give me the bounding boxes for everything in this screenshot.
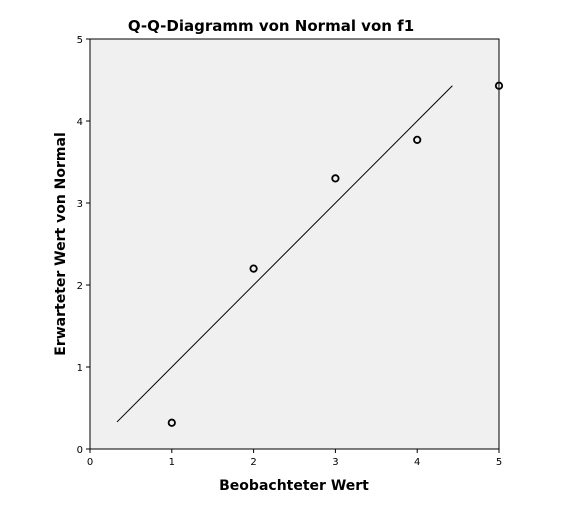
data-point-3 xyxy=(413,135,422,144)
y-tick-label-5: 5 xyxy=(77,35,83,46)
data-point-0 xyxy=(167,418,176,427)
y-tick-label-4: 4 xyxy=(77,117,83,128)
x-axis-label: Beobachteter Wert xyxy=(219,478,369,494)
reference-line xyxy=(116,85,453,423)
data-points xyxy=(167,81,504,427)
chart-title: Q-Q-Diagramm von Normal von f1 xyxy=(128,17,414,35)
data-point-2 xyxy=(331,174,340,183)
y-tick-label-0: 0 xyxy=(77,445,83,456)
y-tick-label-3: 3 xyxy=(77,199,83,210)
y-tick-label-1: 1 xyxy=(77,363,83,374)
axis-ticks: 0 1 2 3 4 5 0 1 2 3 4 5 xyxy=(77,35,503,468)
x-tick-label-0: 0 xyxy=(87,457,93,468)
y-tick-label-2: 2 xyxy=(77,281,83,292)
data-point-1 xyxy=(249,264,258,273)
y-axis-label: Erwarteter Wert von Normal xyxy=(53,132,69,355)
x-tick-label-4: 4 xyxy=(414,457,420,468)
x-tick-label-5: 5 xyxy=(496,457,502,468)
x-tick-label-2: 2 xyxy=(250,457,256,468)
x-tick-label-1: 1 xyxy=(169,457,175,468)
data-point-4 xyxy=(494,81,504,90)
x-tick-label-3: 3 xyxy=(332,457,338,468)
